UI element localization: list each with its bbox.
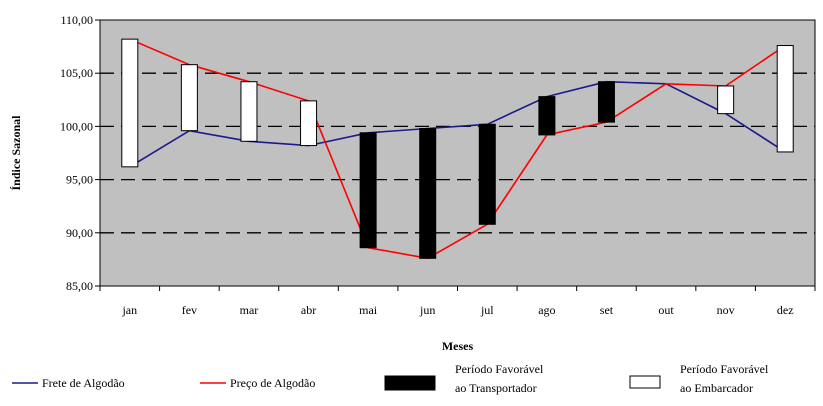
y-tick-label: 95,00 — [66, 173, 93, 187]
x-tick-label: out — [658, 303, 674, 317]
x-tick-label: jun — [419, 303, 435, 317]
legend-label-frete: Frete de Algodão — [42, 376, 125, 390]
y-tick-label: 85,00 — [66, 279, 93, 293]
legend-label-embarcador-1: Período Favorável — [680, 362, 769, 376]
bar-nov — [717, 85, 735, 115]
x-tick-label: jan — [121, 303, 137, 317]
bar-fev — [180, 64, 198, 132]
legend-label-preco: Preço de Algodão — [230, 376, 315, 390]
bar-jun — [419, 128, 437, 259]
bar-jan — [121, 38, 139, 168]
legend-label-embarcador-2: ao Embarcador — [680, 381, 753, 395]
legend-label-transportador-2: ao Transportador — [455, 381, 537, 395]
y-tick-label: 100,00 — [60, 119, 93, 133]
bar-set — [597, 81, 615, 123]
bar-jul — [478, 123, 496, 225]
bar-dez — [776, 45, 794, 153]
plot-area — [100, 20, 815, 286]
x-tick-label: jul — [480, 303, 494, 317]
x-tick-label: mar — [240, 303, 259, 317]
x-tick-label: set — [600, 303, 614, 317]
bar-ago — [538, 96, 556, 136]
x-tick-label: nov — [717, 303, 735, 317]
bar-mar — [240, 81, 258, 142]
legend-swatch-transportador — [384, 375, 436, 391]
y-tick-label: 90,00 — [66, 226, 93, 240]
y-axis-title: Índice Sazonal — [9, 115, 23, 191]
y-tick-label: 110,00 — [60, 13, 93, 27]
y-tick-label: 105,00 — [60, 66, 93, 80]
x-tick-label: abr — [301, 303, 316, 317]
series-line-preco — [129, 38, 786, 260]
legend-label-transportador-1: Período Favorável — [455, 362, 544, 376]
bar-mai — [359, 132, 377, 249]
x-tick-label: dez — [777, 303, 794, 317]
x-tick-label: ago — [538, 303, 555, 317]
bar-abr — [300, 100, 318, 147]
x-tick-label: fev — [182, 303, 197, 317]
x-axis-title: Meses — [442, 339, 474, 353]
legend-swatch-embarcador — [629, 375, 661, 389]
series-line-frete — [129, 80, 786, 168]
x-tick-label: mai — [359, 303, 378, 317]
